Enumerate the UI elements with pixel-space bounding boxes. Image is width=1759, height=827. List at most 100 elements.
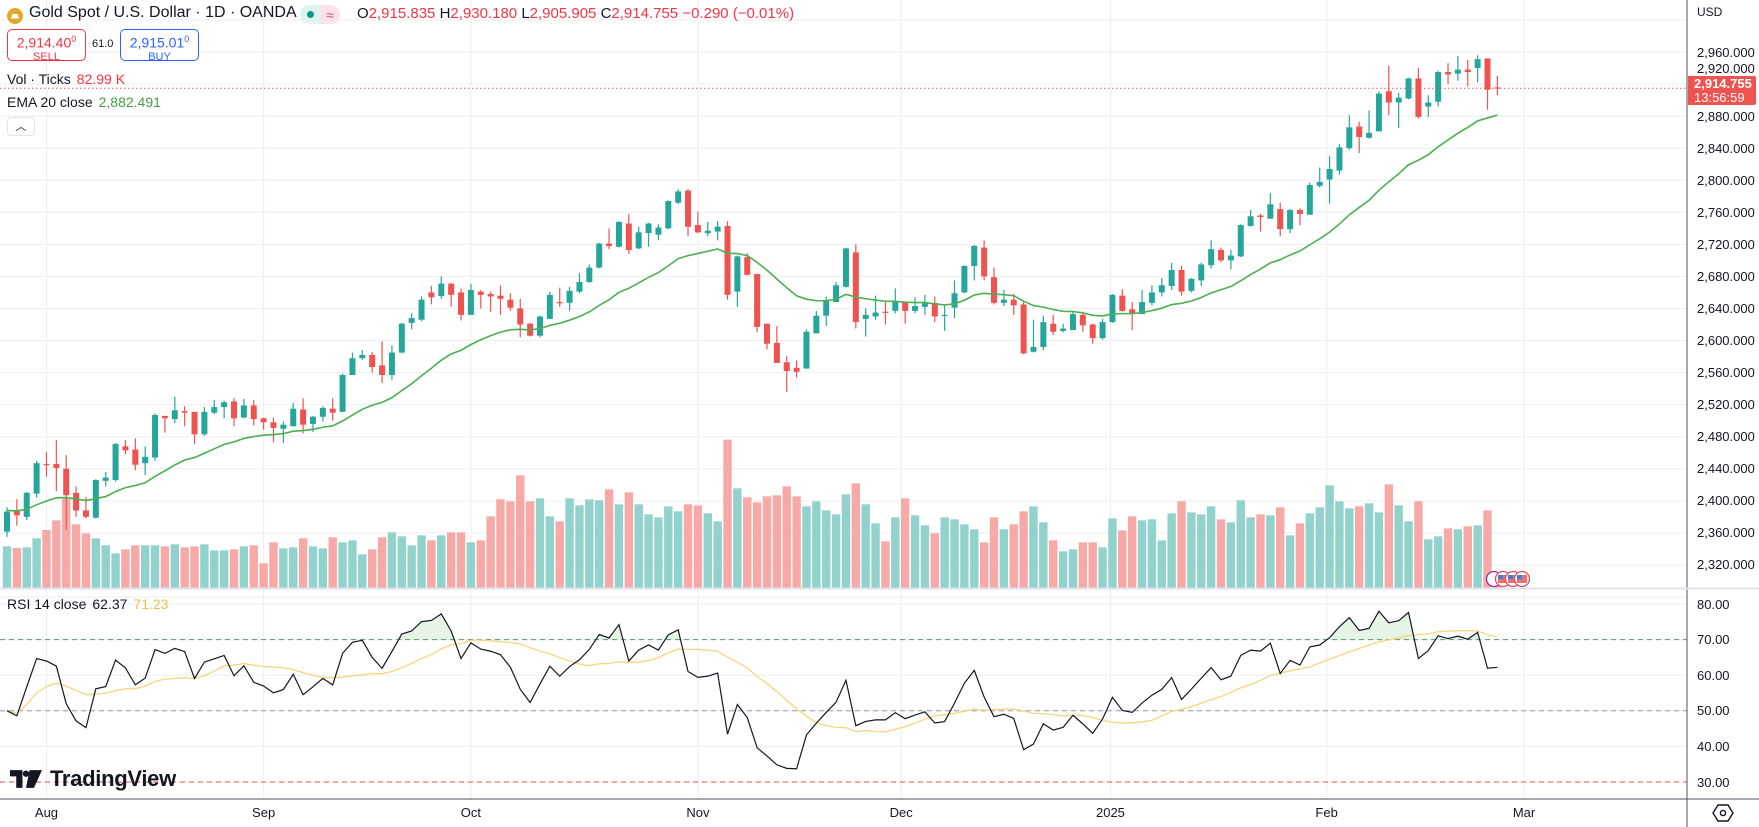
volume-bar [1315, 507, 1324, 588]
rsi-axis-label: 30.00 [1697, 774, 1730, 790]
volume-legend[interactable]: Vol · Ticks 82.99 K [7, 71, 125, 87]
us-flag-event-icon [1513, 570, 1531, 588]
rsi-legend-label: RSI 14 close [7, 596, 87, 612]
volume-bar [259, 563, 268, 588]
currency-selector[interactable]: USD [1697, 5, 1723, 19]
candle-body [1010, 299, 1017, 306]
change-value: −0.290 (−0.01%) [682, 5, 795, 22]
volume-bar [407, 545, 416, 588]
volume-bar [1039, 522, 1048, 588]
chart-settings-icon[interactable] [1712, 803, 1734, 823]
volume-legend-label: Vol · Ticks [7, 71, 71, 87]
price-axis-label: 2,560.000 [1697, 365, 1755, 381]
candle-body [536, 316, 543, 336]
rsi-axis-label: 50.00 [1697, 703, 1730, 719]
rsi-legend-value: 62.37 [92, 596, 128, 612]
candle-body [842, 248, 849, 287]
volume-bar [1088, 542, 1097, 588]
volume-bar [595, 500, 604, 588]
ema-line-group [6, 114, 1498, 512]
price-axis-label: 2,600.000 [1697, 333, 1755, 349]
candle-body [566, 290, 573, 303]
symbol-title[interactable]: Gold Spot / U.S. Dollar · 1D · OANDA [29, 4, 297, 21]
candle-body [675, 191, 682, 203]
volume-bar [81, 533, 91, 588]
sell-label: SELL [33, 50, 60, 63]
volume-bar [269, 542, 278, 588]
economic-events[interactable] [1485, 570, 1531, 588]
rsi-pane [0, 610, 1687, 783]
volume-bar [1127, 516, 1137, 588]
candle-body [1099, 322, 1106, 339]
volume-bar [999, 529, 1009, 588]
candle-body [596, 243, 603, 268]
candle-body [576, 282, 583, 292]
candle-body [428, 292, 435, 298]
volume-bar [496, 499, 505, 588]
candle-body [971, 245, 978, 267]
tradingview-logo[interactable]: TradingView [10, 766, 176, 792]
volume-bar [585, 499, 594, 588]
sell-button[interactable]: 2,914.400 SELL [7, 29, 86, 63]
candle-body [1040, 322, 1047, 347]
collapse-legend-button[interactable]: ︿ [7, 117, 35, 136]
time-axis-label: Dec [889, 805, 913, 820]
candle-body [458, 292, 465, 315]
volume-bar [111, 553, 120, 588]
price-axis-label: 2,440.000 [1697, 461, 1755, 477]
candle-body [645, 223, 652, 234]
market-status-pill[interactable]: ≈ [300, 5, 340, 24]
candle-body [300, 409, 307, 425]
rsi-axis-label: 70.00 [1697, 632, 1730, 648]
candles [0, 55, 1687, 537]
market-open-dot-icon [300, 5, 320, 24]
candle-body [606, 243, 613, 246]
candle-body [941, 314, 948, 317]
flag-canton [1498, 575, 1503, 579]
volume-bar [1463, 526, 1472, 588]
volume-legend-value: 82.99 K [76, 71, 126, 87]
candle-body [734, 256, 741, 292]
volume-bar [131, 545, 140, 588]
volume-bar [614, 504, 624, 588]
candle-body [1069, 314, 1076, 331]
candle-body [685, 190, 692, 227]
volume-bar [841, 494, 851, 588]
volume-bar [1453, 529, 1463, 588]
candle-body [862, 314, 869, 319]
candle-body [211, 407, 218, 413]
candle-body [1247, 216, 1254, 226]
volume-bar [1098, 547, 1107, 588]
volume-bar [1424, 539, 1433, 588]
candle-body [1079, 314, 1086, 326]
chevron-up-icon: ︿ [15, 121, 27, 133]
last-price-value: 2,914.755 [1694, 76, 1752, 91]
volume-bar [516, 475, 525, 588]
candle-body [902, 302, 909, 311]
volume-bar [1404, 521, 1413, 588]
close-value: 2,914.755 [611, 5, 679, 22]
volume-bar [1305, 513, 1315, 588]
volume-bar [851, 483, 861, 588]
rsi-legend[interactable]: RSI 14 close 62.37 71.23 [7, 596, 168, 612]
buy-button[interactable]: 2,915.010 BUY [120, 29, 199, 63]
tradingview-logo-icon [10, 770, 42, 788]
bar-countdown: 13:56:59 [1694, 90, 1745, 105]
candle-body [833, 285, 840, 303]
volume-bar [417, 535, 426, 588]
buy-price: 2,915.01 [129, 34, 185, 51]
candle-body [556, 302, 563, 304]
volume-bar [1206, 506, 1216, 588]
flag-canton [1508, 575, 1513, 579]
gold-symbol-logo-icon [7, 8, 23, 24]
volume-bar [397, 536, 406, 588]
ema-legend[interactable]: EMA 20 close 2,882.491 [7, 94, 161, 110]
candle-body [1198, 264, 1205, 281]
candle-body [369, 354, 376, 367]
volume-bar [733, 488, 742, 588]
volume-bar [989, 517, 999, 588]
rsi-ma-legend-value: 71.23 [133, 596, 169, 612]
time-axis-label: Mar [1512, 805, 1536, 820]
